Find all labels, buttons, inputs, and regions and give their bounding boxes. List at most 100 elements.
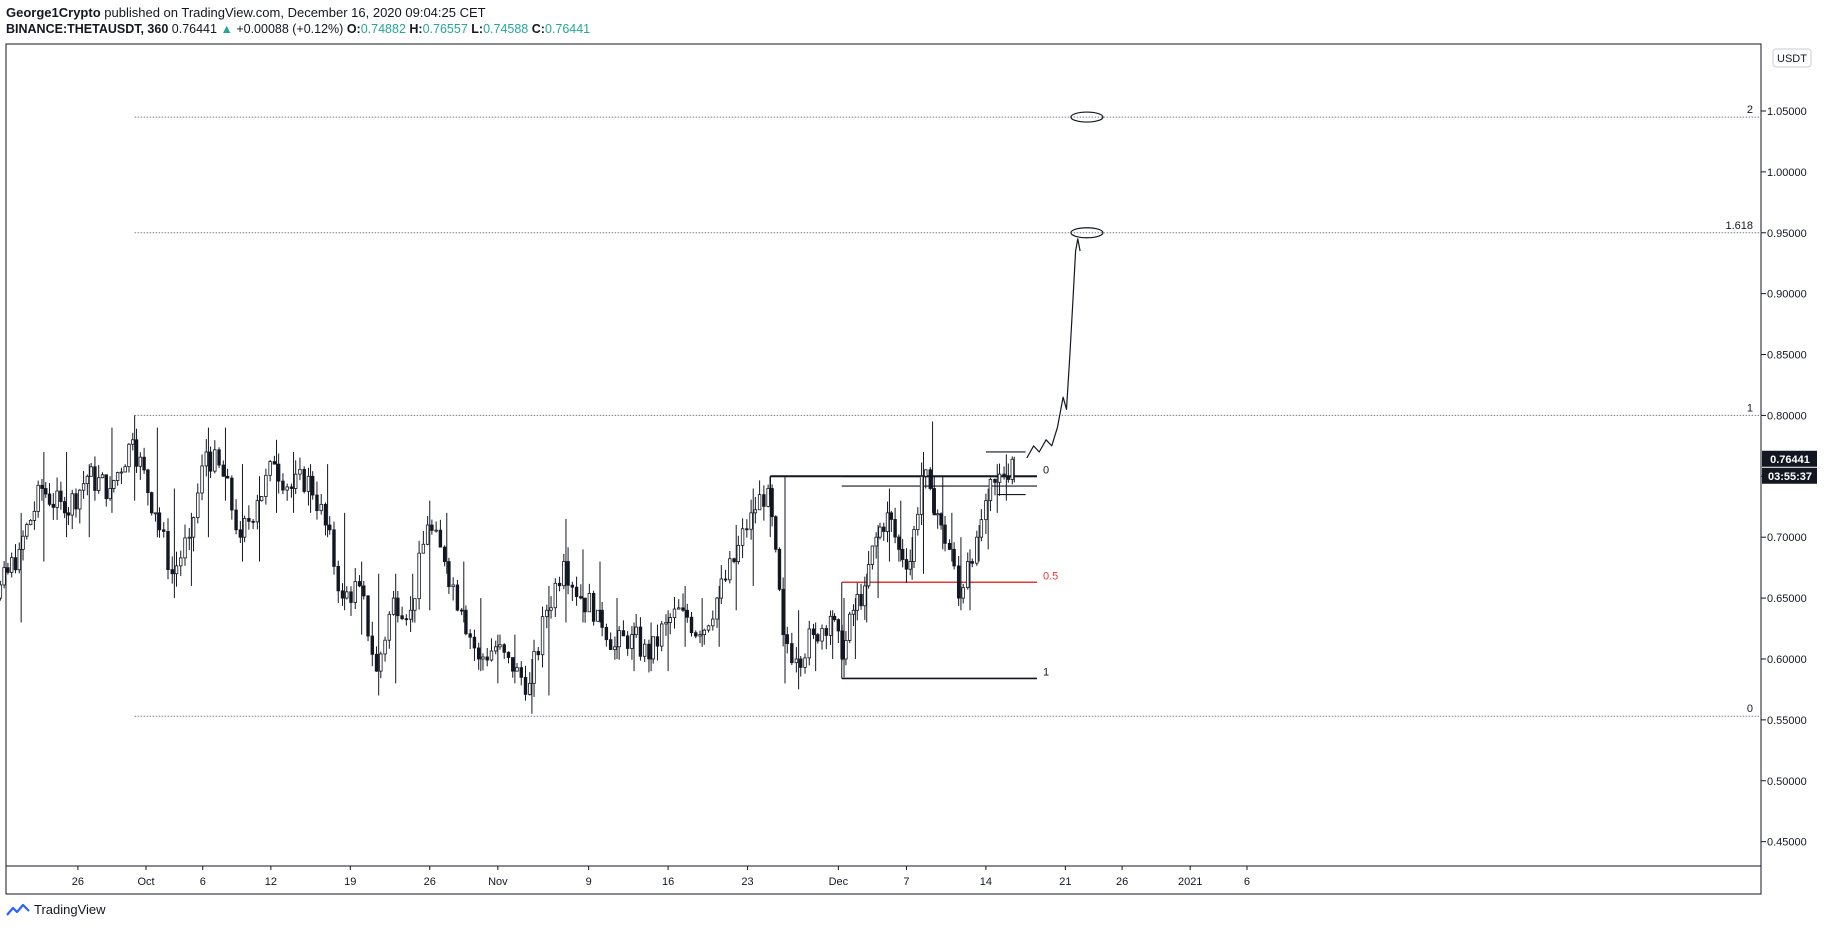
candle-body bbox=[434, 529, 438, 532]
candle-body bbox=[694, 632, 698, 637]
candle-body bbox=[293, 473, 298, 489]
low-value: 0.74588 bbox=[483, 22, 529, 36]
candle-body bbox=[362, 585, 366, 597]
candle-body bbox=[366, 595, 370, 637]
candle-body bbox=[979, 519, 984, 538]
candle-body bbox=[59, 490, 63, 502]
candle-body bbox=[276, 463, 281, 482]
candle-body bbox=[0, 584, 3, 599]
candle-body bbox=[916, 513, 920, 530]
candle-body bbox=[149, 492, 154, 514]
y-tick-label: 0.90000 bbox=[1767, 289, 1807, 301]
open-value: 0.74882 bbox=[360, 22, 406, 36]
fib-extension-left[interactable]: 2 1.618 1 0 bbox=[134, 104, 1761, 717]
y-tick-label: 0.70000 bbox=[1767, 532, 1807, 544]
candle-body bbox=[889, 512, 894, 520]
candle-body bbox=[131, 439, 135, 445]
candle-body bbox=[447, 561, 451, 588]
price-axis[interactable]: 0.45000 0.50000 0.55000 0.60000 0.65000 0.700… bbox=[1761, 106, 1807, 849]
projection-path-line[interactable] bbox=[1026, 238, 1081, 459]
x-tick-label: 14 bbox=[980, 876, 992, 888]
candle-body bbox=[824, 628, 828, 636]
chart-header: George1Crypto published on TradingView.c… bbox=[6, 4, 590, 38]
candle-body bbox=[21, 535, 25, 550]
candle-body bbox=[40, 484, 44, 489]
candle-body bbox=[78, 489, 82, 510]
low-label: L: bbox=[471, 22, 484, 36]
candle-body bbox=[425, 524, 430, 545]
last-price-label: 0.76441 bbox=[1770, 454, 1810, 466]
candle-body bbox=[956, 565, 961, 599]
candle-body bbox=[387, 613, 392, 641]
candle-body bbox=[345, 591, 349, 599]
candle-body bbox=[919, 475, 924, 515]
candle-body bbox=[939, 513, 943, 526]
candle-body bbox=[36, 484, 40, 512]
fib-retracement-right[interactable]: 00.51 bbox=[841, 464, 1059, 680]
x-tick-label: 7 bbox=[903, 876, 909, 888]
candle-body bbox=[85, 475, 90, 485]
candle-body bbox=[519, 667, 523, 678]
x-tick-label: Oct bbox=[137, 876, 154, 888]
candles bbox=[0, 415, 1015, 714]
currency-label: USDT bbox=[1777, 53, 1807, 65]
candle-body bbox=[762, 494, 766, 507]
author-name[interactable]: George1Crypto bbox=[6, 5, 101, 20]
candle-body bbox=[689, 616, 694, 634]
close-value: 0.76441 bbox=[544, 22, 591, 36]
candle-body bbox=[323, 503, 328, 526]
candle-body bbox=[170, 569, 174, 575]
candle-body bbox=[383, 639, 387, 655]
candle-body bbox=[553, 582, 558, 609]
candle-body bbox=[562, 561, 566, 587]
candle-body bbox=[719, 578, 724, 599]
countdown-label: 03:55:37 bbox=[1768, 471, 1812, 483]
symbol-name[interactable]: BINANCE:THETAUSDT, 360 bbox=[6, 22, 169, 36]
footer-brand[interactable]: TradingView bbox=[34, 902, 106, 917]
x-tick-label: 26 bbox=[424, 876, 436, 888]
candle-body bbox=[142, 456, 146, 471]
candle-body bbox=[935, 513, 940, 516]
projection-drawing[interactable] bbox=[1026, 111, 1104, 459]
candle-body bbox=[230, 477, 234, 511]
candle-body bbox=[485, 656, 489, 661]
candle-body bbox=[302, 468, 306, 492]
y-tick-label: 0.95000 bbox=[1767, 228, 1807, 240]
y-tick-label: 0.65000 bbox=[1767, 593, 1807, 605]
candle-body bbox=[924, 469, 928, 477]
time-axis[interactable]: 26 Oct 6 12 19 26 Nov 9 16 23 Dec 7 14 21 26 2021 6 bbox=[72, 866, 1250, 888]
candle-body bbox=[255, 500, 260, 523]
candle-body bbox=[863, 585, 867, 607]
candle-body bbox=[668, 617, 672, 623]
candle-body bbox=[549, 607, 553, 611]
candle-body bbox=[157, 512, 162, 531]
candle-body bbox=[600, 609, 604, 628]
published-text: published on TradingView.com, December 1… bbox=[104, 5, 486, 20]
candle-body bbox=[353, 581, 357, 603]
candle-body bbox=[32, 510, 37, 521]
candle-body bbox=[766, 488, 770, 507]
target-ellipse[interactable] bbox=[1070, 227, 1104, 239]
candle-body bbox=[912, 529, 916, 562]
candle-body bbox=[112, 480, 116, 489]
candle-body bbox=[238, 529, 243, 538]
candle-body bbox=[242, 518, 247, 538]
currency-badge[interactable]: USDT bbox=[1772, 48, 1812, 68]
last-price-box bbox=[1762, 450, 1817, 467]
x-tick-label: 19 bbox=[344, 876, 356, 888]
candle-body bbox=[904, 559, 909, 570]
candle-body bbox=[108, 488, 112, 500]
target-ellipse[interactable] bbox=[1070, 111, 1104, 123]
candle-body bbox=[315, 494, 319, 512]
candle-body bbox=[966, 561, 970, 588]
tradingview-logo-icon[interactable] bbox=[6, 903, 30, 917]
countdown-box bbox=[1762, 467, 1817, 484]
candle-body bbox=[840, 630, 844, 660]
candle-body bbox=[785, 634, 789, 644]
candle-body bbox=[281, 480, 285, 491]
candle-body bbox=[221, 464, 226, 477]
candle-body bbox=[408, 609, 413, 620]
candle-body bbox=[698, 634, 702, 637]
candle-body bbox=[596, 609, 600, 622]
